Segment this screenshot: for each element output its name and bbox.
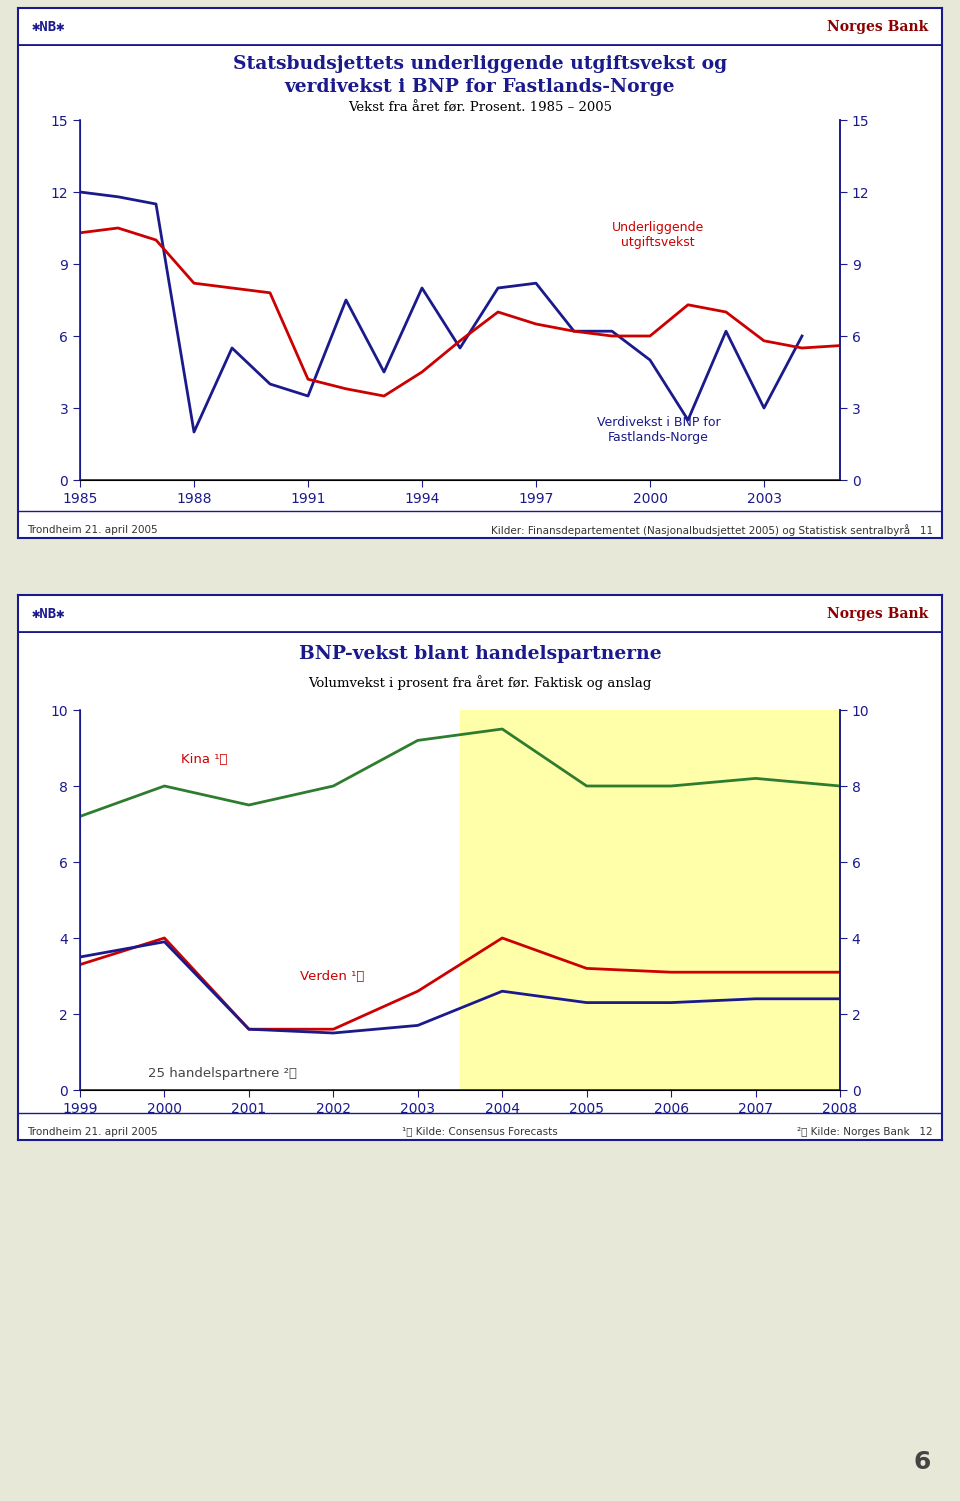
Text: 6: 6 [914, 1450, 931, 1474]
Text: verdivekst i BNP for Fastlands-Norge: verdivekst i BNP for Fastlands-Norge [285, 78, 675, 96]
Text: Verdivekst i BNP for
Fastlands-Norge: Verdivekst i BNP for Fastlands-Norge [597, 416, 720, 444]
Text: Underliggende
utgiftsvekst: Underliggende utgiftsvekst [612, 221, 705, 249]
Text: BNP-vekst blant handelspartnerne: BNP-vekst blant handelspartnerne [299, 645, 661, 663]
Text: Trondheim 21. april 2005: Trondheim 21. april 2005 [27, 525, 157, 534]
Text: Kilder: Finansdepartementet (Nasjonalbudsjettet 2005) og Statistisk sentralbyrå : Kilder: Finansdepartementet (Nasjonalbud… [491, 524, 933, 536]
Text: ¹⧩ Kilde: Consensus Forecasts: ¹⧩ Kilde: Consensus Forecasts [402, 1127, 558, 1136]
Text: ✱NB✱: ✱NB✱ [32, 20, 65, 35]
Text: ²⧩ Kilde: Norges Bank   12: ²⧩ Kilde: Norges Bank 12 [797, 1127, 933, 1136]
Text: Trondheim 21. april 2005: Trondheim 21. april 2005 [27, 1127, 157, 1136]
Text: 25 handelspartnere ²⧩: 25 handelspartnere ²⧩ [148, 1067, 297, 1079]
Text: Kina ¹⧩: Kina ¹⧩ [181, 754, 228, 766]
Bar [460, 710, 882, 1090]
Text: Vekst fra året før. Prosent. 1985 – 2005: Vekst fra året før. Prosent. 1985 – 2005 [348, 102, 612, 116]
Text: Verden ¹⧩: Verden ¹⧩ [300, 970, 364, 983]
Text: Norges Bank: Norges Bank [827, 20, 928, 35]
Text: Norges Bank: Norges Bank [827, 606, 928, 621]
Text: Volumvekst i prosent fra året før. Faktisk og anslag: Volumvekst i prosent fra året før. Fakti… [308, 675, 652, 690]
Text: Statsbudsjettets underliggende utgiftsvekst og: Statsbudsjettets underliggende utgiftsve… [233, 56, 727, 74]
Text: ✱NB✱: ✱NB✱ [32, 606, 65, 621]
